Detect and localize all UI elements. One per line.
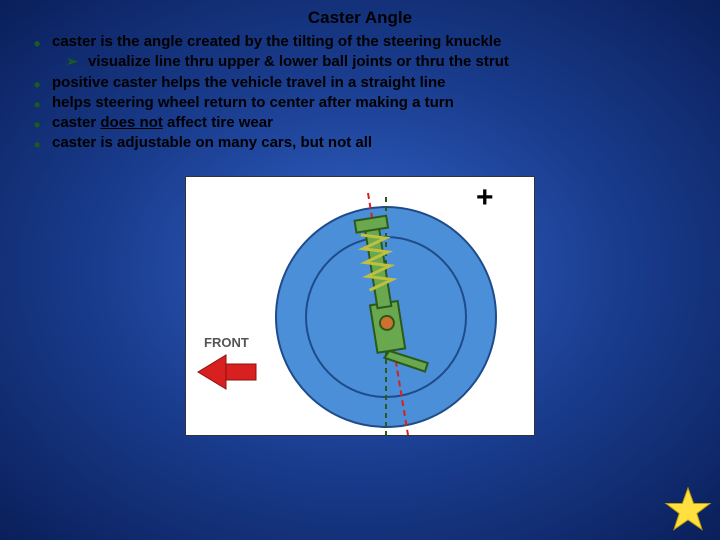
page-title: Caster Angle (0, 0, 720, 28)
bullet-5: caster is adjustable on many cars, but n… (30, 133, 690, 153)
diagram-svg: + FRONT (186, 177, 536, 437)
hub-circle (379, 314, 395, 330)
bullet-4: caster does not affect tire wear (30, 113, 690, 133)
bullet-3: helps steering wheel return to center af… (30, 93, 690, 113)
arrow-shaft (226, 364, 256, 380)
sub-list: visualize line thru upper & lower ball j… (52, 52, 690, 72)
bullet-4-underline: does not (100, 114, 163, 131)
star-shape (666, 488, 710, 530)
bullet-2: positive caster helps the vehicle travel… (30, 73, 690, 93)
front-label: FRONT (204, 335, 249, 350)
main-list: caster is the angle created by the tilti… (30, 32, 690, 154)
front-arrow (198, 355, 256, 389)
diagram-container: + FRONT (0, 176, 720, 436)
star-icon (664, 486, 712, 534)
bullet-4-pre: caster (52, 114, 100, 131)
plus-label: + (476, 181, 494, 214)
bullet-1-text: caster is the angle created by the tilti… (52, 33, 501, 50)
arrow-head (198, 355, 226, 389)
caster-diagram: + FRONT (185, 176, 535, 436)
bullet-content: caster is the angle created by the tilti… (0, 28, 720, 154)
bullet-4-post: affect tire wear (163, 114, 273, 131)
bullet-1: caster is the angle created by the tilti… (30, 32, 690, 73)
bullet-1a: visualize line thru upper & lower ball j… (66, 52, 690, 72)
